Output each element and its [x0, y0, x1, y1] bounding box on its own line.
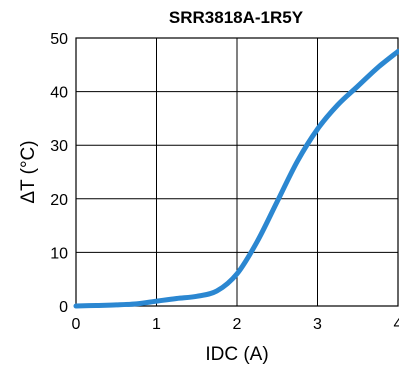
y-tick-label: 20: [50, 192, 68, 209]
x-tick-label: 2: [233, 316, 242, 333]
x-tick-label: 4: [394, 316, 399, 333]
series-group: [73, 48, 399, 309]
y-tick-label: 0: [59, 299, 68, 316]
y-tick-label: 30: [50, 138, 68, 155]
y-tick-labels: 0 10 20 30 40 50: [50, 31, 68, 316]
grid: [76, 38, 398, 306]
series-line-0: [73, 48, 399, 309]
x-tick-label: 0: [72, 316, 81, 333]
x-axis-label: IDC (A): [205, 344, 268, 365]
y-tick-label: 10: [50, 245, 68, 262]
y-axis-label: ΔT (°C): [18, 140, 39, 203]
x-tick-labels: 0 1 2 3 4: [72, 316, 399, 333]
y-tick-label: 50: [50, 31, 68, 48]
x-tick-label: 3: [313, 316, 322, 333]
x-tick-label: 1: [152, 316, 161, 333]
y-tick-label: 40: [50, 85, 68, 102]
chart-title: SRR3818A-1R5Y: [169, 8, 304, 27]
